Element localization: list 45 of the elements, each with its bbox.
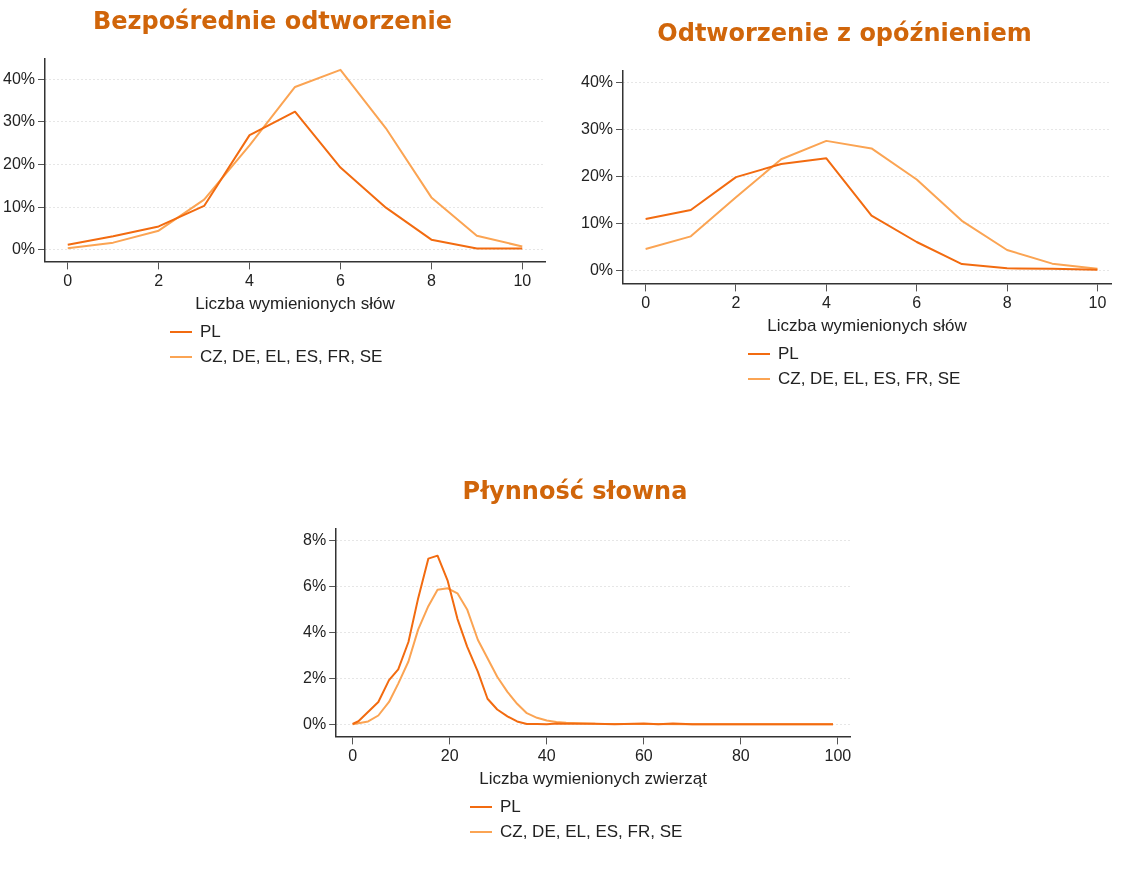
- y-tick-label: 40%: [2, 69, 36, 87]
- x-axis-title: Liczba wymienionych zwierząt: [479, 769, 708, 789]
- x-tick-label: 4: [821, 294, 831, 312]
- y-tick-label: 10%: [2, 197, 36, 215]
- x-tick-label: 8: [426, 272, 436, 290]
- legend-label: PL: [200, 321, 221, 342]
- x-tick-label: 2: [731, 294, 741, 312]
- y-tick-label: 10%: [580, 214, 614, 232]
- y-tick-label: 20%: [2, 154, 36, 172]
- y-tick-label: 0%: [11, 240, 36, 258]
- y-tick-label: 20%: [580, 167, 614, 185]
- legend-label: CZ, DE, EL, ES, FR, SE: [500, 821, 683, 842]
- y-tick-label: 30%: [2, 112, 36, 130]
- legend-label: PL: [778, 343, 799, 364]
- y-tick-label: 2%: [303, 668, 327, 686]
- legend-label: CZ, DE, EL, ES, FR, SE: [778, 368, 961, 389]
- x-tick-label: 20: [440, 747, 459, 765]
- x-tick-label: 6: [336, 272, 346, 290]
- x-tick-label: 60: [634, 747, 653, 765]
- y-tick-label: 40%: [580, 72, 614, 90]
- x-tick-label: 100: [824, 747, 852, 765]
- x-tick-label: 0: [63, 272, 73, 290]
- x-tick-label: 6: [912, 294, 922, 312]
- x-axis-title: Liczba wymienionych słów: [195, 294, 396, 314]
- y-tick-label: 30%: [580, 120, 614, 137]
- chart-title: Odtworzenie z opóźnieniem: [657, 18, 1032, 47]
- y-tick-label: 4%: [303, 622, 327, 640]
- chart-title: Bezpośrednie odtworzenie: [92, 6, 453, 35]
- x-tick-label: 0: [348, 747, 358, 765]
- y-tick-label: 6%: [303, 576, 327, 594]
- x-tick-label: 0: [641, 294, 651, 312]
- x-axis-title: Liczba wymienionych słów: [767, 316, 968, 336]
- chart-title: Płynność słowna: [462, 476, 688, 505]
- legend-label: PL: [500, 796, 521, 817]
- x-tick-label: 10: [513, 272, 532, 290]
- y-tick-label: 0%: [589, 261, 614, 279]
- y-tick-label: 8%: [303, 530, 327, 548]
- x-tick-label: 4: [245, 272, 255, 290]
- legend-label: CZ, DE, EL, ES, FR, SE: [200, 346, 383, 367]
- x-tick-label: 80: [731, 747, 750, 765]
- x-tick-label: 2: [154, 272, 164, 290]
- x-tick-label: 40: [537, 747, 556, 765]
- x-tick-label: 8: [1002, 294, 1012, 312]
- y-tick-label: 0%: [303, 714, 327, 732]
- x-tick-label: 10: [1088, 294, 1107, 312]
